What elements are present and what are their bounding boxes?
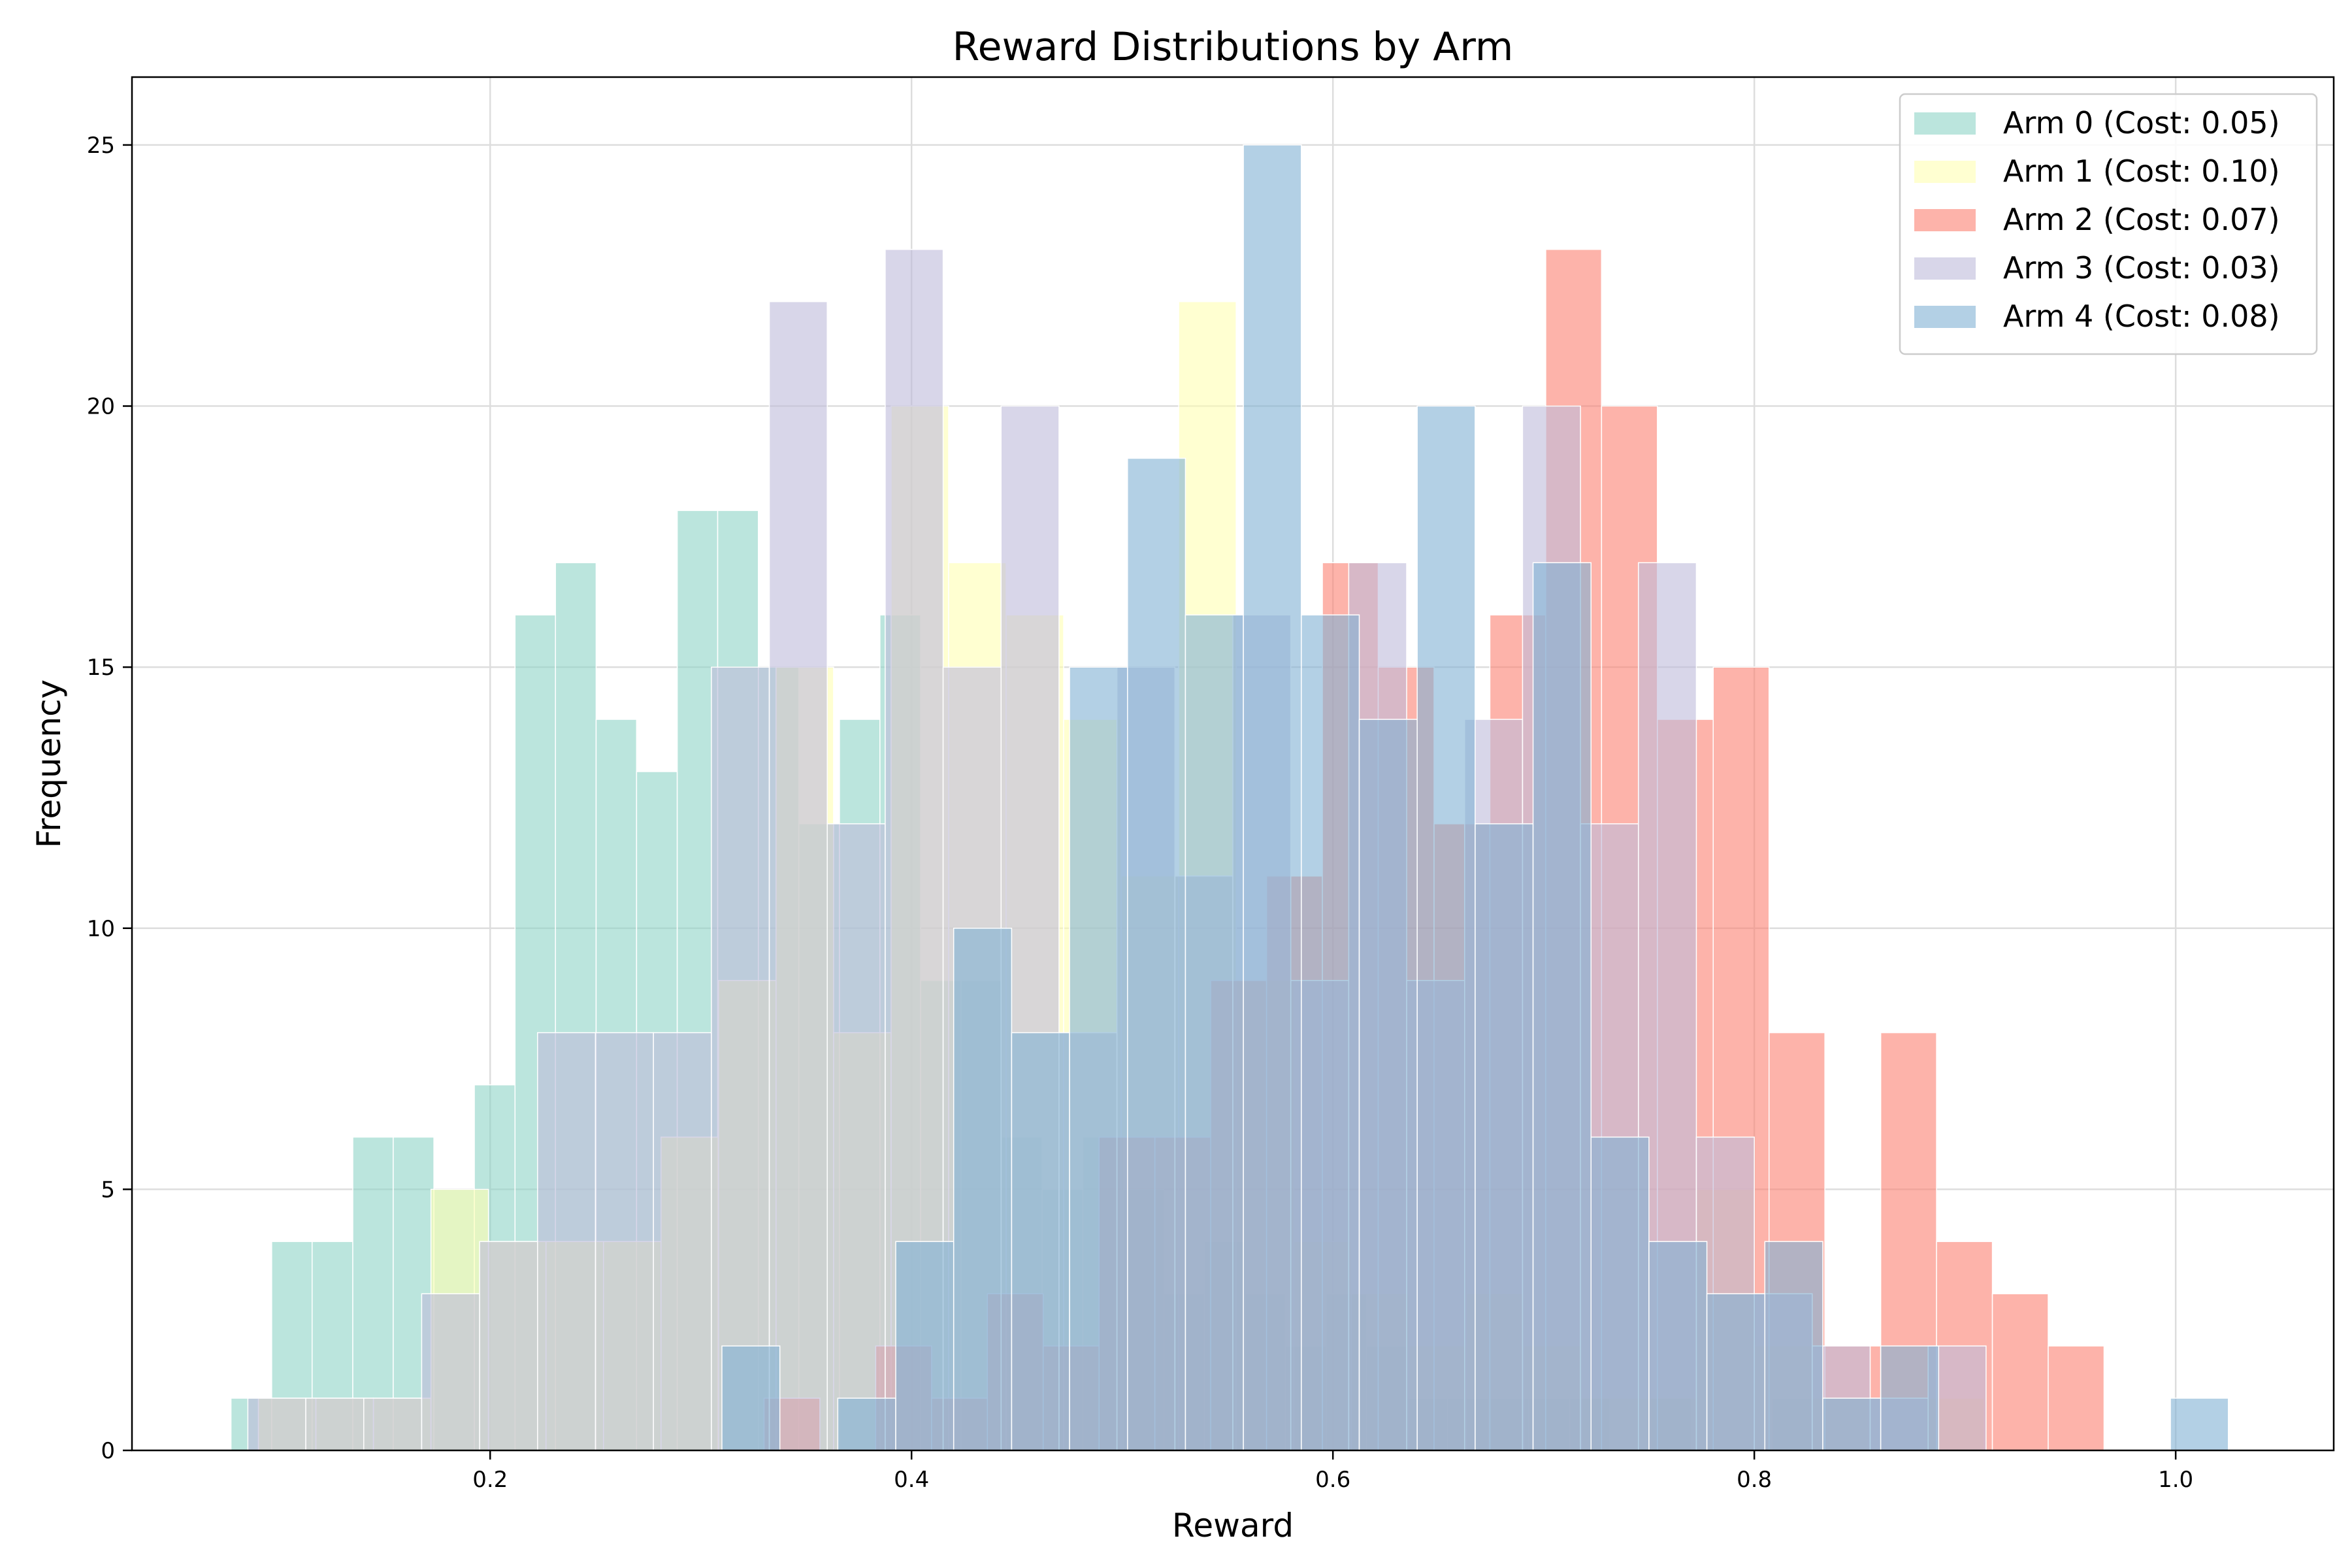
histogram-bar <box>1764 1241 1823 1451</box>
histogram-bar <box>1011 1032 1070 1451</box>
legend-label: Arm 1 (Cost: 0.10) <box>2003 154 2280 189</box>
histogram-bar <box>1475 823 1534 1451</box>
histogram-bar <box>1184 614 1244 1451</box>
histogram-bar <box>1532 562 1592 1451</box>
legend-swatch <box>1914 306 1976 328</box>
legend-swatch <box>1914 257 1976 280</box>
histogram-bar <box>1590 1136 1650 1451</box>
histogram-bar <box>1301 614 1360 1451</box>
y-tick-label: 25 <box>87 133 115 159</box>
y-tick-label: 5 <box>101 1177 115 1203</box>
histogram-bar <box>1243 144 1302 1451</box>
plot-area-frame <box>131 76 2335 1452</box>
histogram-bar <box>837 1397 896 1451</box>
series-arm-4 <box>721 144 2229 1451</box>
x-axis-label: Reward <box>1172 1507 1294 1544</box>
histogram-bar <box>2048 1345 2105 1451</box>
histogram-bar <box>895 1241 955 1451</box>
y-tick-label: 15 <box>87 655 115 681</box>
histogram-bar <box>711 666 770 1451</box>
histogram-bars <box>230 144 2229 1451</box>
legend-swatch <box>1914 209 1976 231</box>
x-tick-label: 0.8 <box>1737 1467 1772 1493</box>
histogram-bar <box>1880 1345 1940 1451</box>
histogram-bar <box>1069 666 1128 1451</box>
histogram-bar <box>421 1293 480 1451</box>
histogram-bar <box>653 1032 712 1451</box>
y-tick-label: 20 <box>87 394 115 420</box>
chart-title: Reward Distributions by Arm <box>953 24 1514 70</box>
histogram-bar <box>537 1032 596 1451</box>
x-tick-label: 0.2 <box>472 1467 508 1493</box>
legend-box <box>1899 93 2318 355</box>
histogram-bar <box>1648 1241 1708 1451</box>
histogram-bar <box>953 928 1013 1451</box>
histogram-bar <box>1822 1397 1882 1451</box>
x-tick-label: 0.4 <box>894 1467 929 1493</box>
legend-swatch <box>1914 161 1976 183</box>
axis-ticks: 0.2 0.4 0.6 0.8 1.0 0 5 10 15 20 25 <box>87 133 2193 1493</box>
legend: Arm 0 (Cost: 0.05) Arm 1 (Cost: 0.10) Arm … <box>1899 93 2318 355</box>
y-axis-label: Frequency <box>30 679 68 848</box>
legend-label: Arm 2 (Cost: 0.07) <box>2003 202 2280 237</box>
y-tick-label: 0 <box>101 1438 115 1464</box>
legend-label: Arm 0 (Cost: 0.05) <box>2003 105 2280 140</box>
histogram-bar <box>1358 719 1418 1451</box>
histogram-bar <box>2170 1397 2229 1451</box>
y-tick-label: 10 <box>87 916 115 942</box>
histogram-bar <box>595 1032 654 1451</box>
legend-swatch <box>1914 112 1976 135</box>
histogram-bar <box>721 1345 781 1451</box>
histogram-bar <box>1706 1293 1766 1451</box>
x-tick-label: 1.0 <box>2158 1467 2193 1493</box>
legend-label: Arm 3 (Cost: 0.03) <box>2003 250 2280 286</box>
histogram-bar <box>768 301 828 1451</box>
histogram-bar <box>363 1397 423 1451</box>
histogram-bar <box>305 1397 365 1451</box>
histogram-bar <box>247 1397 306 1451</box>
histogram-bar <box>826 823 886 1451</box>
x-tick-label: 0.6 <box>1315 1467 1350 1493</box>
histogram-bar <box>479 1241 538 1451</box>
histogram-bar <box>1127 457 1186 1451</box>
histogram-bar <box>1991 1293 2049 1451</box>
histogram-bar <box>1416 405 1476 1451</box>
legend-label: Arm 4 (Cost: 0.08) <box>2003 299 2280 334</box>
